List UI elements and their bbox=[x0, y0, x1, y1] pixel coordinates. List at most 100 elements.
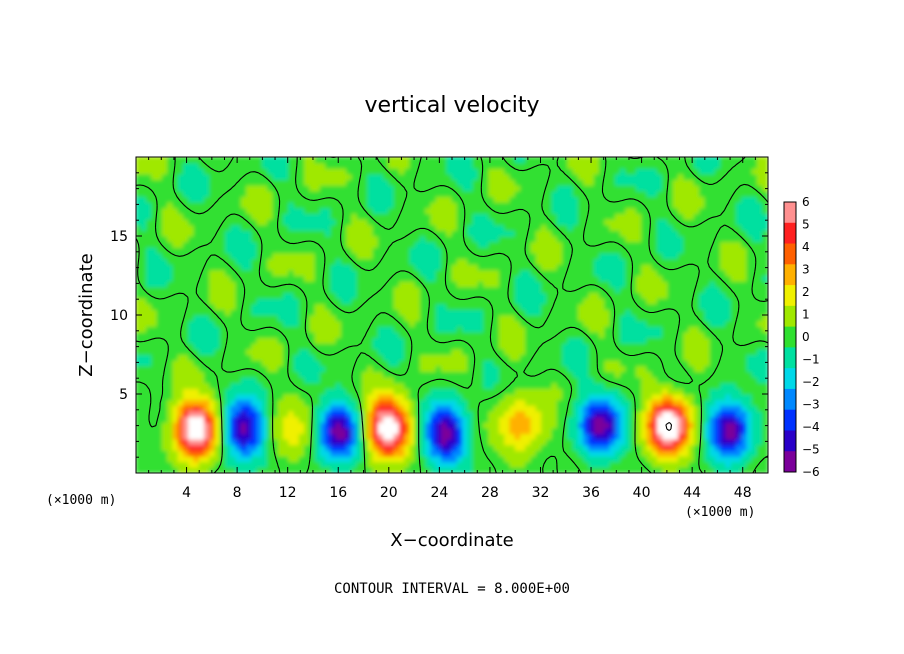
heatmap-cell bbox=[340, 393, 348, 401]
heatmap-cell bbox=[151, 303, 158, 310]
heatmap-cell bbox=[235, 263, 242, 271]
heatmap-cell bbox=[662, 449, 669, 457]
heatmap-cell bbox=[630, 320, 637, 327]
heatmap-cell bbox=[556, 455, 564, 463]
heatmap-cell bbox=[346, 444, 353, 451]
heatmap-cell bbox=[641, 416, 648, 423]
heatmap-cell bbox=[541, 308, 548, 316]
heatmap-cell bbox=[693, 438, 701, 446]
heatmap-cell bbox=[267, 359, 274, 367]
heatmap-cell bbox=[483, 376, 490, 384]
heatmap-cell bbox=[751, 410, 758, 418]
heatmap-cell bbox=[361, 410, 369, 418]
heatmap-cell bbox=[625, 308, 632, 316]
heatmap-cell bbox=[762, 348, 768, 355]
heatmap-cell bbox=[514, 410, 521, 418]
heatmap-cell bbox=[404, 263, 411, 271]
heatmap-cell bbox=[504, 365, 511, 372]
heatmap-cell bbox=[625, 241, 632, 248]
heatmap-cell bbox=[646, 461, 653, 468]
heatmap-cell bbox=[535, 416, 543, 423]
heatmap-cell bbox=[435, 433, 442, 440]
heatmap-cell bbox=[246, 241, 253, 248]
heatmap-cell bbox=[498, 427, 506, 434]
heatmap-cell bbox=[393, 365, 400, 372]
heatmap-cell bbox=[219, 365, 227, 372]
heatmap-cell bbox=[546, 421, 553, 429]
heatmap-cell bbox=[282, 427, 290, 434]
heatmap-cell bbox=[346, 410, 353, 418]
heatmap-cell bbox=[519, 314, 527, 322]
heatmap-cell bbox=[198, 314, 205, 322]
heatmap-cell bbox=[156, 275, 163, 282]
heatmap-cell bbox=[451, 342, 458, 350]
heatmap-cell bbox=[304, 252, 311, 260]
heatmap-cell bbox=[140, 280, 148, 288]
heatmap-cell bbox=[493, 455, 500, 463]
heatmap-cell bbox=[519, 393, 527, 401]
heatmap-cell bbox=[219, 325, 227, 333]
heatmap-cell bbox=[230, 269, 237, 276]
heatmap-cell bbox=[762, 286, 768, 293]
heatmap-cell bbox=[177, 354, 184, 361]
heatmap-cell bbox=[477, 331, 485, 339]
heatmap-cell bbox=[635, 404, 643, 412]
heatmap-cell bbox=[225, 444, 232, 451]
heatmap-cell bbox=[504, 393, 511, 401]
heatmap-cell bbox=[472, 427, 479, 434]
heatmap-cell bbox=[725, 291, 732, 299]
heatmap-cell bbox=[746, 269, 753, 276]
heatmap-cell bbox=[251, 348, 258, 355]
heatmap-cell bbox=[361, 365, 369, 372]
heatmap-cell bbox=[230, 246, 237, 254]
heatmap-cell bbox=[383, 297, 390, 305]
heatmap-cell bbox=[346, 320, 353, 327]
heatmap-cell bbox=[304, 438, 311, 446]
heatmap-cell bbox=[456, 455, 464, 463]
heatmap-cell bbox=[683, 399, 690, 406]
heatmap-cell bbox=[546, 427, 553, 434]
heatmap-cell bbox=[583, 269, 590, 276]
heatmap-cell bbox=[683, 258, 690, 265]
heatmap-cell bbox=[140, 399, 148, 406]
heatmap-cell bbox=[651, 449, 658, 457]
heatmap-cell bbox=[646, 376, 653, 384]
heatmap-cell bbox=[704, 365, 711, 372]
heatmap-cell bbox=[641, 438, 648, 446]
heatmap-cell bbox=[699, 387, 706, 395]
heatmap-cell bbox=[577, 461, 585, 468]
heatmap-cell bbox=[667, 241, 674, 248]
heatmap-cell bbox=[246, 399, 253, 406]
heatmap-cell bbox=[699, 399, 706, 406]
heatmap-cell bbox=[314, 365, 321, 372]
heatmap-cell bbox=[435, 444, 442, 451]
heatmap-cell bbox=[735, 258, 743, 265]
heatmap-cell bbox=[419, 252, 427, 260]
heatmap-cell bbox=[277, 275, 284, 282]
heatmap-cell bbox=[325, 235, 332, 243]
heatmap-cell bbox=[377, 427, 385, 434]
heatmap-cell bbox=[335, 438, 342, 446]
heatmap-cell bbox=[282, 303, 290, 310]
heatmap-cell bbox=[425, 382, 432, 389]
heatmap-cell bbox=[556, 325, 564, 333]
heatmap-cell bbox=[203, 337, 211, 344]
heatmap-cell bbox=[598, 354, 606, 361]
heatmap-cell bbox=[493, 280, 500, 288]
heatmap-cell bbox=[314, 387, 321, 395]
heatmap-cell bbox=[693, 320, 701, 327]
heatmap-cell bbox=[572, 320, 579, 327]
heatmap-cell bbox=[725, 348, 732, 355]
heatmap-cell bbox=[167, 291, 174, 299]
heatmap-cell bbox=[462, 421, 469, 429]
heatmap-cell bbox=[519, 359, 527, 367]
heatmap-cell bbox=[472, 393, 479, 401]
heatmap-cell bbox=[346, 286, 353, 293]
heatmap-cell bbox=[419, 291, 427, 299]
heatmap-cell bbox=[430, 252, 437, 260]
heatmap-cell bbox=[198, 370, 205, 378]
heatmap-cell bbox=[377, 246, 385, 254]
heatmap-cell bbox=[630, 258, 637, 265]
heatmap-cell bbox=[346, 399, 353, 406]
heatmap-cell bbox=[177, 308, 184, 316]
